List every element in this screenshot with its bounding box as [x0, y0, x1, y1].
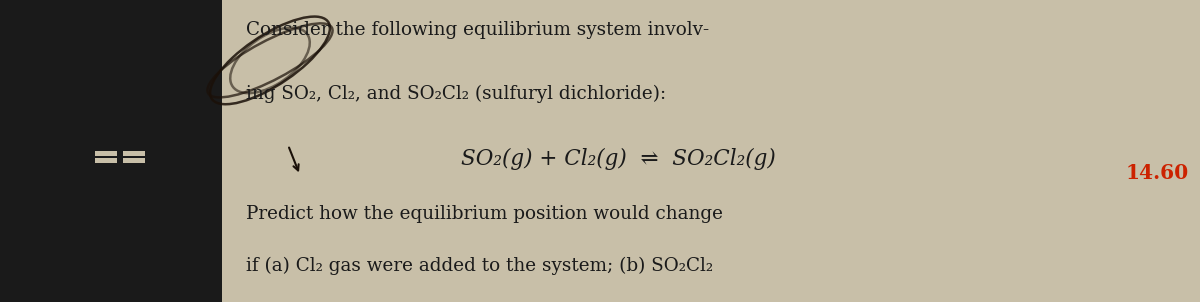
- Text: if (a) Cl₂ gas were added to the system; (b) SO₂Cl₂: if (a) Cl₂ gas were added to the system;…: [246, 257, 713, 275]
- Bar: [96, 151, 118, 156]
- Text: SO₂(g) + Cl₂(g)  ⇌  SO₂Cl₂(g): SO₂(g) + Cl₂(g) ⇌ SO₂Cl₂(g): [461, 148, 775, 170]
- Bar: [124, 151, 145, 156]
- Bar: [0, 0, 222, 302]
- Text: 14.60: 14.60: [1126, 163, 1189, 183]
- Bar: [96, 158, 118, 163]
- Text: ing SO₂, Cl₂, and SO₂Cl₂ (sulfuryl dichloride):: ing SO₂, Cl₂, and SO₂Cl₂ (sulfuryl dichl…: [246, 85, 666, 103]
- Text: Predict how the equilibrium position would change: Predict how the equilibrium position wou…: [246, 205, 722, 223]
- Bar: [124, 158, 145, 163]
- Text: Consider the following equilibrium system involv-: Consider the following equilibrium syste…: [246, 21, 709, 39]
